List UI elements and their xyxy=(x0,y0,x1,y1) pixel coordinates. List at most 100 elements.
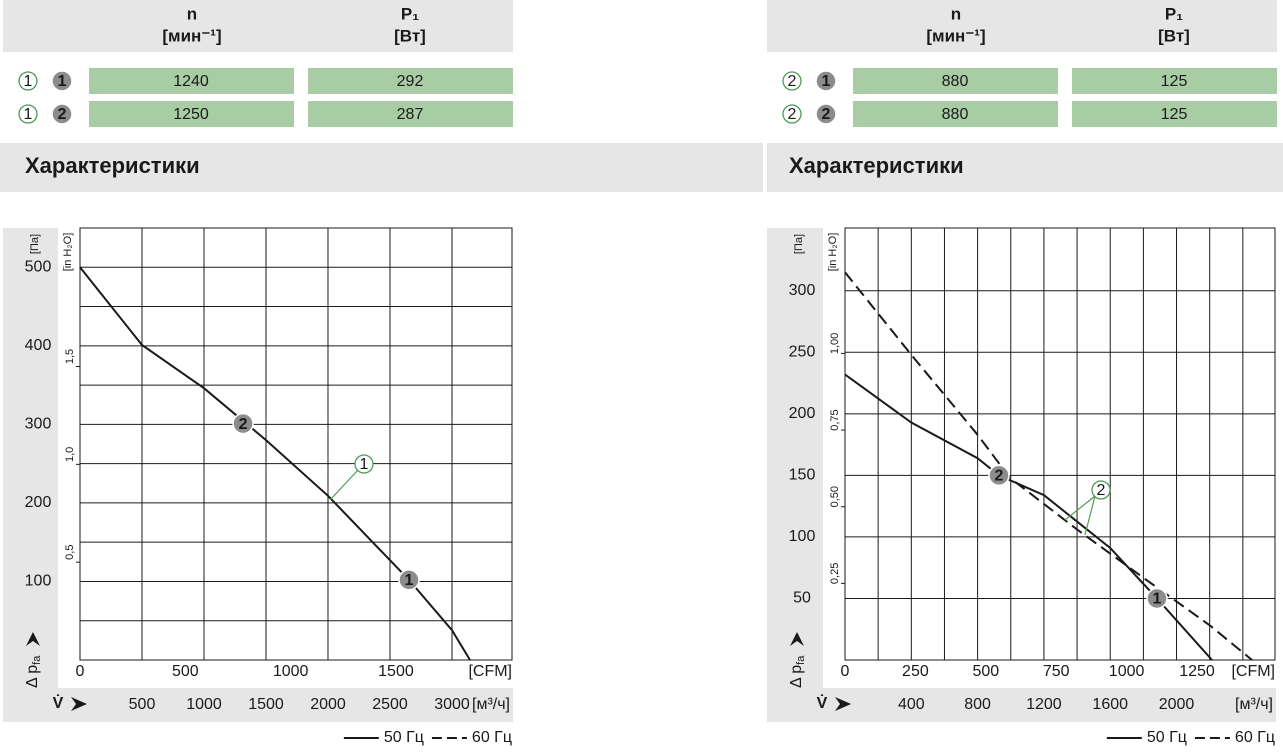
y-tick-label: 300 xyxy=(789,282,816,299)
column-name: n xyxy=(951,4,961,23)
x2-tick-label: 250 xyxy=(902,663,929,680)
value-cell xyxy=(853,68,1058,94)
y-label-main: Δ p xyxy=(24,665,41,688)
x-tick-label: 3000 xyxy=(434,696,470,713)
y2-tick-label: 0,25 xyxy=(829,563,841,584)
curve-badge xyxy=(782,104,802,124)
y-unit: [Па] xyxy=(793,234,805,254)
y2-tick-label: 1,5 xyxy=(64,349,76,364)
value-text: 125 xyxy=(1161,73,1188,90)
curve-badge-label: 1 xyxy=(24,73,33,90)
table-header xyxy=(767,0,1277,52)
y2-unit: [in H₂O] xyxy=(827,233,839,272)
point-badge-label: 1 xyxy=(405,572,414,589)
column-unit: [мин⁻¹] xyxy=(926,26,985,45)
x-unit: [м³/ч] xyxy=(1235,696,1273,713)
axis-strip xyxy=(3,228,58,688)
value-text: 292 xyxy=(397,73,424,90)
x-axis-label: V̇ xyxy=(817,694,828,712)
curve-badge xyxy=(354,454,374,474)
curve xyxy=(844,373,1213,661)
y-label-main: Δ p xyxy=(788,665,805,688)
x-tick-label: 2500 xyxy=(372,696,408,713)
x2-tick-label: 0 xyxy=(76,663,85,680)
y-tick-label: 100 xyxy=(25,573,52,590)
y-axis-label: Δ pfa xyxy=(24,655,43,688)
operating-point xyxy=(398,569,420,591)
curve-badge xyxy=(1091,480,1111,500)
x2-unit: [CFM] xyxy=(468,663,512,680)
x-tick-label: 2000 xyxy=(310,696,346,713)
point-badge xyxy=(815,103,837,125)
y2-tick-label: 0,5 xyxy=(64,545,76,560)
x-tick-label: 1600 xyxy=(1092,696,1128,713)
y-tick-label: 100 xyxy=(789,528,816,545)
legend-label: 50 Гц xyxy=(384,729,424,746)
point-badge xyxy=(51,70,73,92)
point-badge-label: 1 xyxy=(822,73,831,90)
value-cell xyxy=(89,68,294,94)
point-badge-label: 2 xyxy=(822,106,831,123)
curve-badge xyxy=(782,71,802,91)
x-tick-label: 1500 xyxy=(248,696,284,713)
x-tick-label: 800 xyxy=(964,696,991,713)
column-unit: [Вт] xyxy=(394,26,426,45)
point-badge-label: 2 xyxy=(995,468,1004,485)
value-cell xyxy=(1072,68,1277,94)
y-tick-label: 250 xyxy=(789,344,816,361)
column-name: P₁ xyxy=(401,4,419,23)
y-tick-label: 200 xyxy=(789,405,816,422)
y-arrow xyxy=(26,632,40,646)
section-bar xyxy=(767,143,1283,192)
point-badge-label: 2 xyxy=(239,416,248,433)
x2-tick-label: 1500 xyxy=(378,663,414,680)
value-text: 880 xyxy=(942,73,969,90)
value-cell xyxy=(89,101,294,127)
y-tick-label: 150 xyxy=(789,467,816,484)
y-axis-label: Δ pfa xyxy=(788,655,807,688)
column-name: n xyxy=(187,4,197,23)
value-cell xyxy=(308,68,513,94)
value-text: 880 xyxy=(942,106,969,123)
x-unit: [м³/ч] xyxy=(472,696,510,713)
x-tick-label: 500 xyxy=(129,696,156,713)
operating-point xyxy=(1146,587,1168,610)
legend-label: 60 Гц xyxy=(472,729,512,746)
point-badge-label: 1 xyxy=(1153,591,1162,608)
leader-line xyxy=(1084,495,1096,536)
x2-tick-label: 500 xyxy=(172,663,199,680)
plot-area xyxy=(844,227,1276,661)
x2-unit: [CFM] xyxy=(1231,663,1275,680)
x-arrow xyxy=(835,697,851,711)
leader-line xyxy=(329,469,359,501)
curve-badge-label: 2 xyxy=(788,106,797,123)
y-tick-label: 50 xyxy=(793,590,811,607)
column-unit: [мин⁻¹] xyxy=(162,26,221,45)
value-text: 1240 xyxy=(173,73,209,90)
x2-tick-label: 0 xyxy=(841,663,850,680)
x-tick-label: 1200 xyxy=(1026,696,1062,713)
x-axis-band xyxy=(3,688,513,722)
value-cell xyxy=(853,101,1058,127)
y-unit: [Па] xyxy=(29,234,41,254)
operating-point xyxy=(988,464,1010,487)
point-badge-label: 1 xyxy=(58,73,67,90)
x-tick-label: 2000 xyxy=(1159,696,1195,713)
y2-tick-label: 1,00 xyxy=(829,333,841,354)
legend-label: 50 Гц xyxy=(1147,729,1187,746)
y-tick-label: 300 xyxy=(25,416,52,433)
value-text: 287 xyxy=(397,106,424,123)
column-name: P₁ xyxy=(1165,4,1183,23)
y2-tick-label: 0,50 xyxy=(829,486,841,507)
curve xyxy=(79,266,471,661)
operating-point xyxy=(232,412,254,435)
x-arrow xyxy=(71,697,87,711)
y-arrow xyxy=(790,632,804,646)
section-bar xyxy=(0,143,763,192)
curve-badge-label: 1 xyxy=(24,106,33,123)
curve-badge-label: 2 xyxy=(788,73,797,90)
x2-tick-label: 1000 xyxy=(1109,663,1145,680)
y-tick-label: 200 xyxy=(25,494,52,511)
y-tick-label: 500 xyxy=(25,258,52,275)
leader-line xyxy=(1064,495,1096,521)
